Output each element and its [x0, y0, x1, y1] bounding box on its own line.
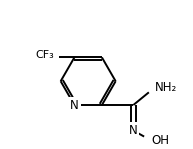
Text: NH₂: NH₂: [155, 81, 177, 94]
Text: N: N: [129, 124, 138, 137]
Text: CF₃: CF₃: [36, 51, 54, 60]
Text: OH: OH: [151, 134, 169, 147]
Text: N: N: [70, 98, 79, 111]
